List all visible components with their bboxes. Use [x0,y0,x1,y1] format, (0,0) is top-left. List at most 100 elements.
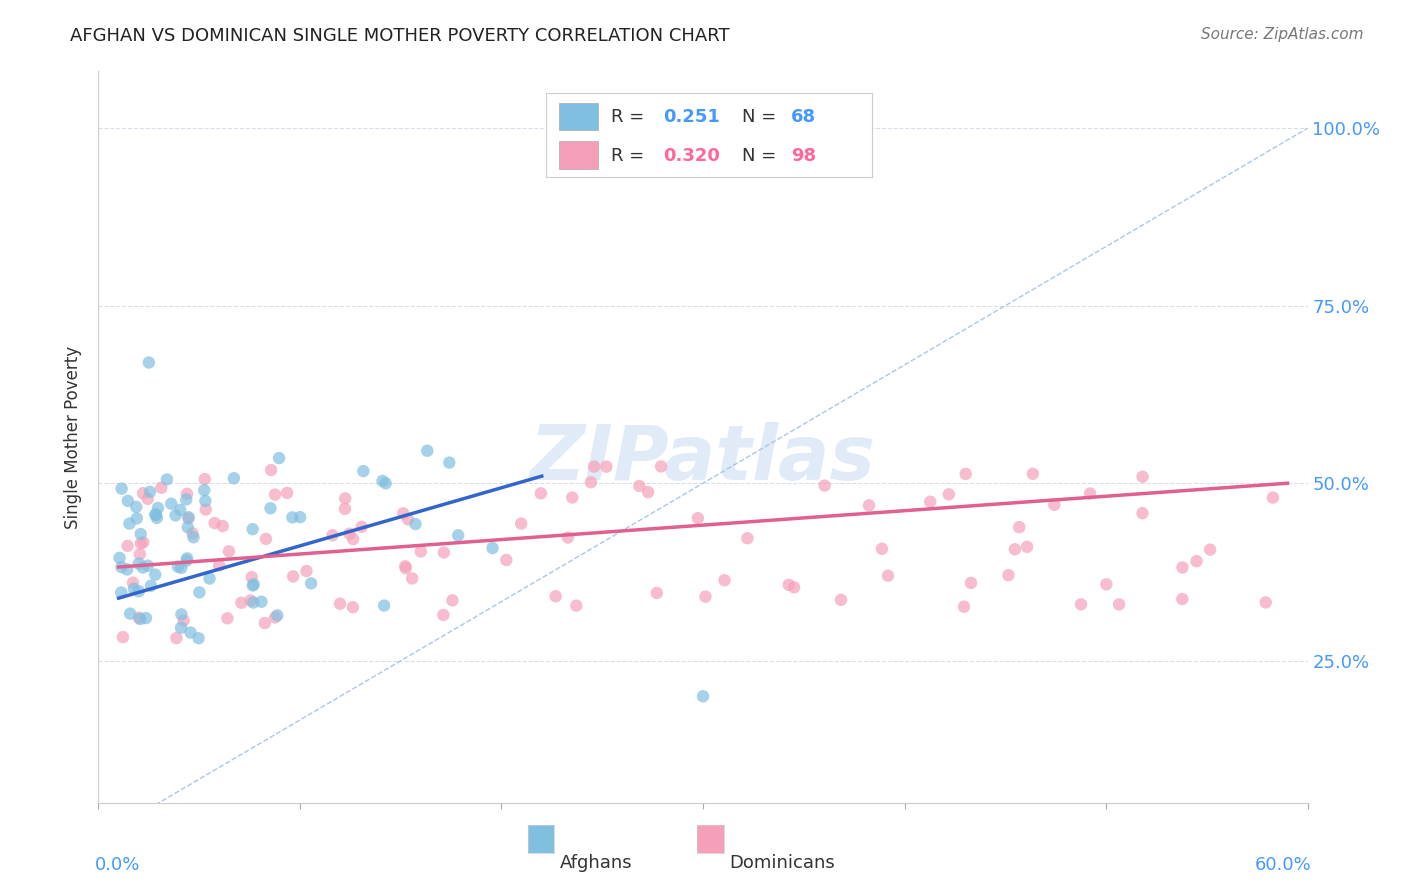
Point [129,612,152,626]
Point [132,486,155,500]
Point [281,510,304,524]
Point [321,528,343,542]
Point [561,491,583,505]
Point [167,559,190,574]
Point [242,595,264,609]
Point [595,459,617,474]
Point [686,511,709,525]
Point [170,561,193,575]
Point [143,567,166,582]
Point [138,355,160,369]
Point [128,557,150,571]
Point [877,568,900,582]
Point [713,573,735,587]
Point [405,517,427,532]
Point [1008,520,1031,534]
Point [188,585,211,599]
Point [1095,577,1118,591]
Point [530,486,553,500]
Point [165,508,187,523]
Point [510,516,533,531]
Point [281,569,304,583]
Point [117,493,139,508]
Point [136,491,159,506]
Point [187,632,209,646]
Point [583,459,606,474]
Point [997,568,1019,582]
Point [264,487,287,501]
Text: Source: ZipAtlas.com: Source: ZipAtlas.com [1201,27,1364,42]
Point [120,607,142,621]
Point [1004,542,1026,557]
Point [204,516,226,530]
Text: Afghans: Afghans [561,854,633,872]
Point [416,443,439,458]
Point [339,526,361,541]
Point [176,487,198,501]
Point [650,459,672,474]
Point [1022,467,1045,481]
Point [395,561,418,575]
Point [176,553,198,567]
Point [737,531,759,545]
Point [373,599,395,613]
Text: Dominicans: Dominicans [730,854,835,872]
Point [194,502,217,516]
Point [1199,542,1222,557]
Point [920,494,942,508]
Point [371,474,394,488]
Point [222,471,245,485]
Point [253,616,276,631]
Text: ZIPatlas: ZIPatlas [530,422,876,496]
Point [128,584,150,599]
Point [242,577,264,591]
Point [396,512,419,526]
Point [180,625,202,640]
Point [544,589,567,603]
Point [218,544,240,558]
Point [374,476,396,491]
Point [174,492,197,507]
Point [254,532,277,546]
Point [433,545,456,559]
Point [695,590,717,604]
Point [1185,554,1208,568]
Text: 60.0%: 60.0% [1256,856,1312,874]
Point [565,599,588,613]
Point [139,484,162,499]
Point [1132,506,1154,520]
Point [830,592,852,607]
Point [128,610,150,624]
Point [194,472,217,486]
Point [1043,498,1066,512]
Point [135,611,157,625]
Point [183,530,205,544]
Y-axis label: Single Mother Poverty: Single Mother Poverty [65,345,83,529]
Point [401,571,423,585]
Point [441,593,464,607]
Point [193,483,215,498]
Point [813,478,835,492]
Point [177,520,200,534]
Point [208,558,231,573]
Point [173,614,195,628]
Point [108,550,131,565]
Point [637,485,659,500]
Point [146,511,169,525]
Point [342,600,364,615]
Point [169,503,191,517]
Point [1254,595,1277,609]
Point [778,578,800,592]
Point [110,585,132,599]
Point [557,531,579,545]
Point [329,597,352,611]
Point [139,579,162,593]
Point [145,508,167,522]
Point [242,522,264,536]
Point [132,560,155,574]
Point [128,547,150,561]
Point [198,572,221,586]
Point [955,467,977,481]
Point [217,611,239,625]
Point [1261,491,1284,505]
